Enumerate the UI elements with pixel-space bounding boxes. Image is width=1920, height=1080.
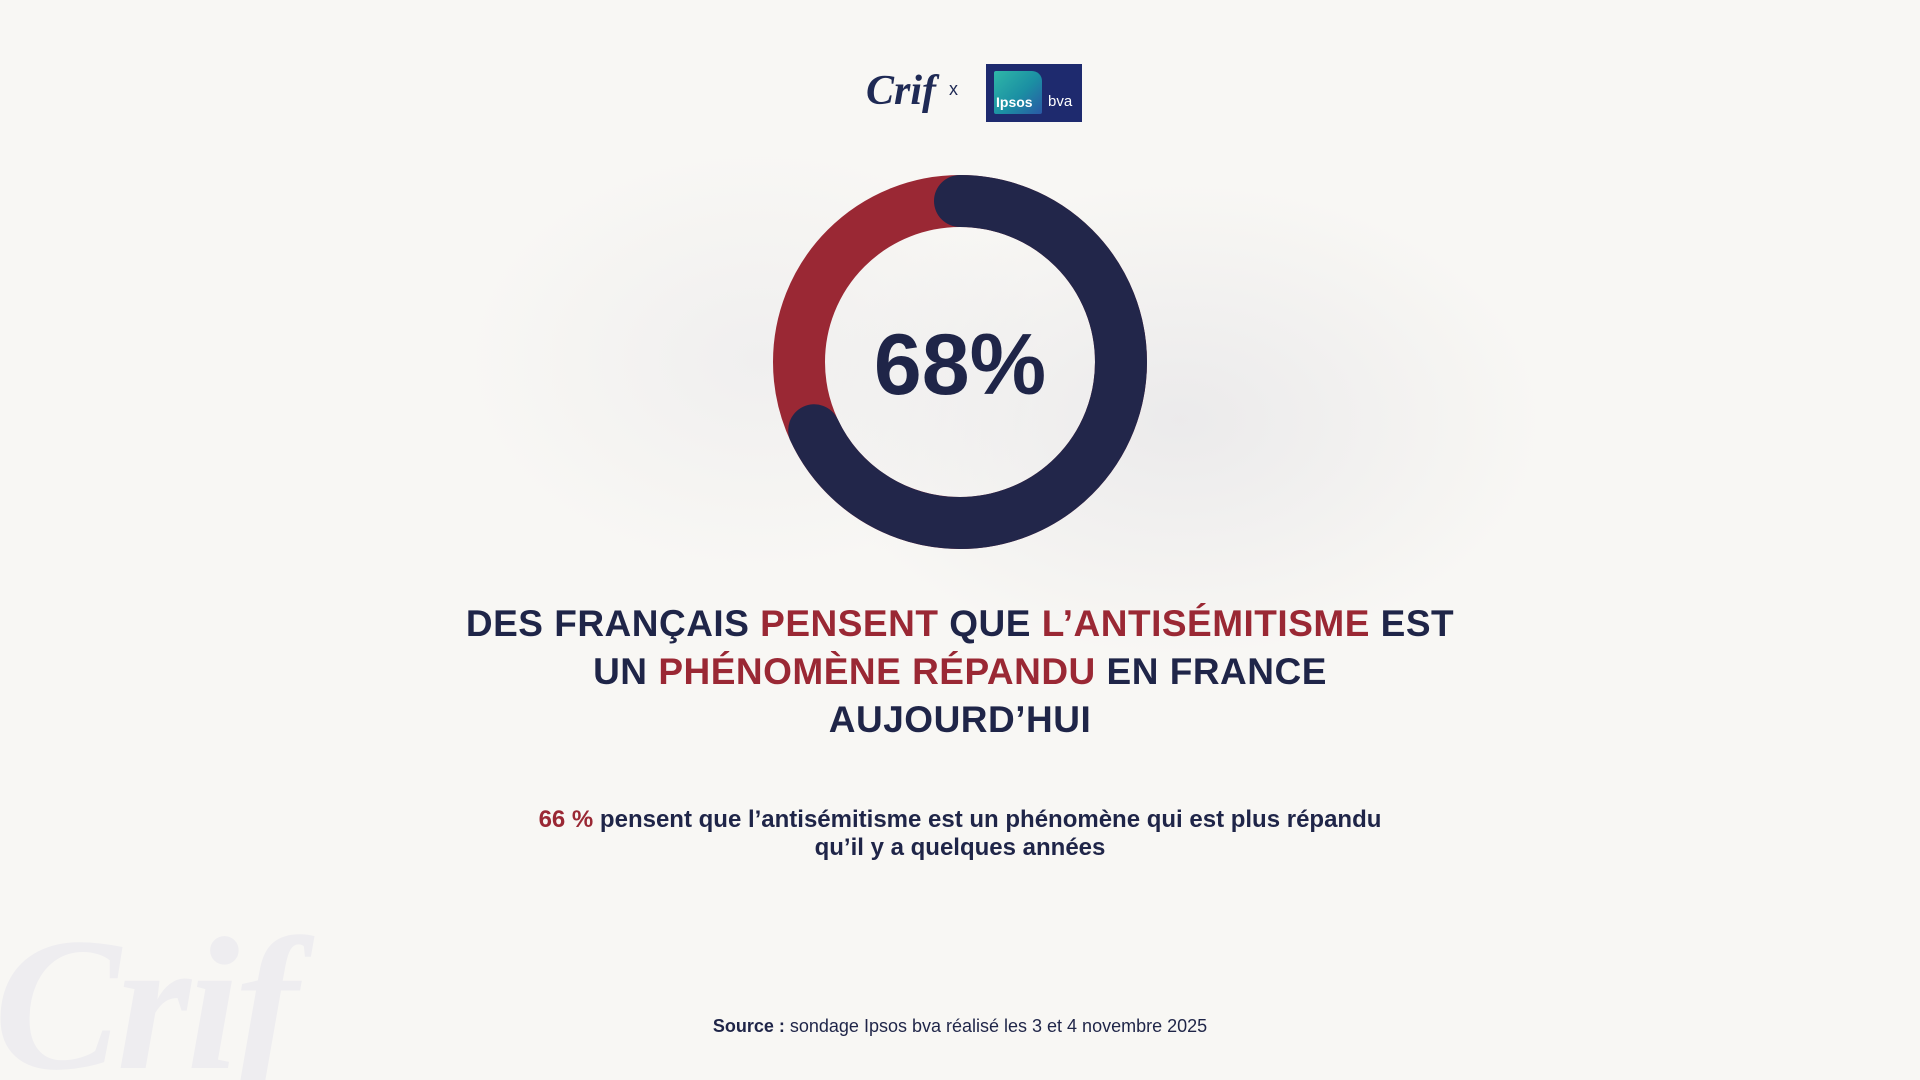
subline-accent: 66 % xyxy=(538,806,594,833)
logo-separator: x xyxy=(949,79,958,99)
ipsos-logo-shape xyxy=(994,71,1042,114)
ipsos-bva-logo: Ipsos bva xyxy=(986,64,1082,122)
headline-accent: PENSENT xyxy=(760,603,939,644)
headline-line-3: AUJOURD’HUI xyxy=(828,699,1092,740)
donut-marks xyxy=(773,175,1147,549)
headline-text: UN xyxy=(593,651,659,692)
donut-center-value: 68% xyxy=(874,317,1046,413)
headline-accent: PHÉNOMÈNE RÉPANDU xyxy=(658,651,1096,692)
donut-chart: 68% xyxy=(773,175,1147,549)
headline-text: QUE xyxy=(938,603,1042,644)
logo-bar: Crif x Ipsos bva xyxy=(0,63,1920,123)
source-text: sondage Ipsos bva réalisé les 3 et 4 nov… xyxy=(784,1016,1208,1036)
headline-text: DES FRANÇAIS xyxy=(465,603,761,644)
headline-line-2: UN PHÉNOMÈNE RÉPANDU EN FRANCE xyxy=(360,648,1560,696)
source-label: Source : xyxy=(712,1016,785,1036)
donut-slice-majority xyxy=(773,175,1147,549)
headline: DES FRANÇAIS PENSENT QUE L’ANTISÉMITISME… xyxy=(360,600,1560,744)
bva-logo-text: bva xyxy=(1048,93,1073,110)
headline-line-1: DES FRANÇAIS PENSENT QUE L’ANTISÉMITISME… xyxy=(360,600,1560,648)
source-note: Source : sondage Ipsos bva réalisé les 3… xyxy=(360,1016,1560,1037)
crif-logo: Crif xyxy=(866,68,937,114)
subline-line-1: 66 % pensent que l’antisémitisme est un … xyxy=(360,806,1560,834)
crif-watermark: Crif xyxy=(0,900,299,1080)
headline-accent: L’ANTISÉMITISME xyxy=(1041,603,1370,644)
subline-line-2: qu’il y a quelques années xyxy=(814,834,1106,861)
ipsos-logo-text: Ipsos xyxy=(996,94,1033,110)
subline: 66 % pensent que l’antisémitisme est un … xyxy=(360,806,1560,862)
headline-text: EST xyxy=(1369,603,1455,644)
headline-text: EN FRANCE xyxy=(1095,651,1327,692)
subline-text: pensent que l’antisémitisme est un phéno… xyxy=(593,806,1382,833)
